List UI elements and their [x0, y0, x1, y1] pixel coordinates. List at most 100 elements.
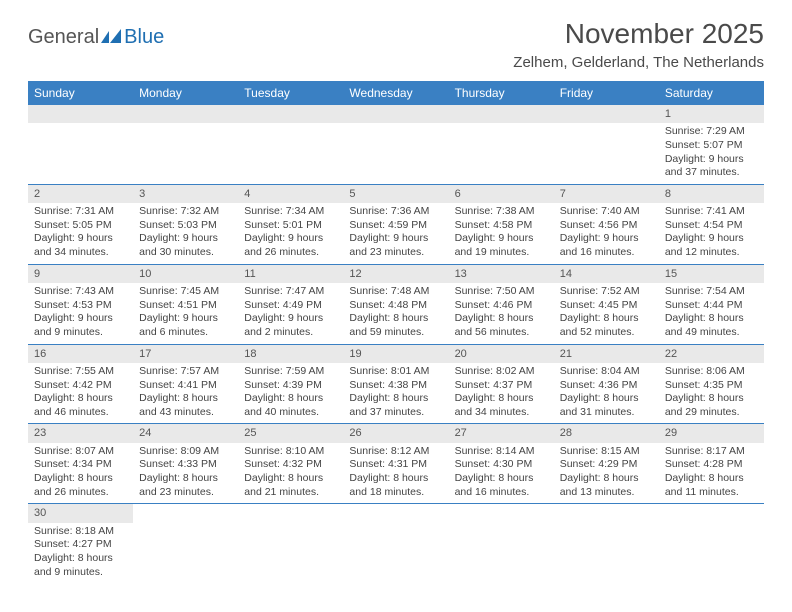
calendar-cell	[449, 105, 554, 184]
day-number: 16	[28, 345, 133, 363]
calendar-week-row: 30Sunrise: 8:18 AMSunset: 4:27 PMDayligh…	[28, 504, 764, 583]
calendar-cell: 12Sunrise: 7:48 AMSunset: 4:48 PMDayligh…	[343, 264, 448, 344]
day-number: 28	[554, 424, 659, 442]
logo-text-blue: Blue	[124, 26, 164, 49]
empty-daynum	[28, 105, 133, 123]
day-number: 24	[133, 424, 238, 442]
day-number: 15	[659, 265, 764, 283]
calendar-cell: 2Sunrise: 7:31 AMSunset: 5:05 PMDaylight…	[28, 184, 133, 264]
calendar-cell: 10Sunrise: 7:45 AMSunset: 4:51 PMDayligh…	[133, 264, 238, 344]
calendar-cell	[343, 504, 448, 583]
empty-daynum	[133, 105, 238, 123]
day-number: 30	[28, 504, 133, 522]
calendar-cell: 25Sunrise: 8:10 AMSunset: 4:32 PMDayligh…	[238, 424, 343, 504]
calendar-cell: 19Sunrise: 8:01 AMSunset: 4:38 PMDayligh…	[343, 344, 448, 424]
day-number: 19	[343, 345, 448, 363]
calendar-cell: 5Sunrise: 7:36 AMSunset: 4:59 PMDaylight…	[343, 184, 448, 264]
calendar-cell: 21Sunrise: 8:04 AMSunset: 4:36 PMDayligh…	[554, 344, 659, 424]
day-info: Sunrise: 7:34 AMSunset: 5:01 PMDaylight:…	[238, 203, 343, 264]
day-info: Sunrise: 7:55 AMSunset: 4:42 PMDaylight:…	[28, 363, 133, 424]
day-number: 5	[343, 185, 448, 203]
day-number: 2	[28, 185, 133, 203]
calendar-cell: 6Sunrise: 7:38 AMSunset: 4:58 PMDaylight…	[449, 184, 554, 264]
logo-text-general: General	[28, 26, 99, 49]
calendar-cell: 24Sunrise: 8:09 AMSunset: 4:33 PMDayligh…	[133, 424, 238, 504]
day-number: 9	[28, 265, 133, 283]
day-info: Sunrise: 8:14 AMSunset: 4:30 PMDaylight:…	[449, 443, 554, 504]
empty-daynum	[343, 105, 448, 123]
day-number: 25	[238, 424, 343, 442]
calendar-cell: 14Sunrise: 7:52 AMSunset: 4:45 PMDayligh…	[554, 264, 659, 344]
day-number: 8	[659, 185, 764, 203]
calendar-cell	[133, 105, 238, 184]
day-info: Sunrise: 7:36 AMSunset: 4:59 PMDaylight:…	[343, 203, 448, 264]
day-info: Sunrise: 8:02 AMSunset: 4:37 PMDaylight:…	[449, 363, 554, 424]
day-info: Sunrise: 7:40 AMSunset: 4:56 PMDaylight:…	[554, 203, 659, 264]
weekday-header: Friday	[554, 81, 659, 105]
calendar-cell: 29Sunrise: 8:17 AMSunset: 4:28 PMDayligh…	[659, 424, 764, 504]
calendar-week-row: 23Sunrise: 8:07 AMSunset: 4:34 PMDayligh…	[28, 424, 764, 504]
calendar-cell: 16Sunrise: 7:55 AMSunset: 4:42 PMDayligh…	[28, 344, 133, 424]
calendar-cell: 7Sunrise: 7:40 AMSunset: 4:56 PMDaylight…	[554, 184, 659, 264]
day-info: Sunrise: 8:10 AMSunset: 4:32 PMDaylight:…	[238, 443, 343, 504]
calendar-cell: 11Sunrise: 7:47 AMSunset: 4:49 PMDayligh…	[238, 264, 343, 344]
day-info: Sunrise: 8:17 AMSunset: 4:28 PMDaylight:…	[659, 443, 764, 504]
day-info: Sunrise: 7:47 AMSunset: 4:49 PMDaylight:…	[238, 283, 343, 344]
day-number: 26	[343, 424, 448, 442]
calendar-table: SundayMondayTuesdayWednesdayThursdayFrid…	[28, 81, 764, 583]
calendar-cell: 8Sunrise: 7:41 AMSunset: 4:54 PMDaylight…	[659, 184, 764, 264]
calendar-cell	[554, 105, 659, 184]
day-number: 13	[449, 265, 554, 283]
day-number: 6	[449, 185, 554, 203]
calendar-cell: 26Sunrise: 8:12 AMSunset: 4:31 PMDayligh…	[343, 424, 448, 504]
calendar-cell: 20Sunrise: 8:02 AMSunset: 4:37 PMDayligh…	[449, 344, 554, 424]
day-number: 29	[659, 424, 764, 442]
day-number: 17	[133, 345, 238, 363]
calendar-cell: 23Sunrise: 8:07 AMSunset: 4:34 PMDayligh…	[28, 424, 133, 504]
day-info: Sunrise: 7:50 AMSunset: 4:46 PMDaylight:…	[449, 283, 554, 344]
calendar-cell: 27Sunrise: 8:14 AMSunset: 4:30 PMDayligh…	[449, 424, 554, 504]
day-number: 3	[133, 185, 238, 203]
calendar-cell: 15Sunrise: 7:54 AMSunset: 4:44 PMDayligh…	[659, 264, 764, 344]
header: General Blue November 2025 Zelhem, Gelde…	[28, 18, 764, 71]
day-info: Sunrise: 7:38 AMSunset: 4:58 PMDaylight:…	[449, 203, 554, 264]
calendar-cell: 18Sunrise: 7:59 AMSunset: 4:39 PMDayligh…	[238, 344, 343, 424]
day-info: Sunrise: 8:01 AMSunset: 4:38 PMDaylight:…	[343, 363, 448, 424]
day-number: 4	[238, 185, 343, 203]
day-info: Sunrise: 7:41 AMSunset: 4:54 PMDaylight:…	[659, 203, 764, 264]
day-info: Sunrise: 8:09 AMSunset: 4:33 PMDaylight:…	[133, 443, 238, 504]
calendar-cell	[343, 105, 448, 184]
calendar-week-row: 2Sunrise: 7:31 AMSunset: 5:05 PMDaylight…	[28, 184, 764, 264]
day-number: 11	[238, 265, 343, 283]
calendar-cell: 9Sunrise: 7:43 AMSunset: 4:53 PMDaylight…	[28, 264, 133, 344]
day-info: Sunrise: 8:18 AMSunset: 4:27 PMDaylight:…	[28, 523, 133, 584]
calendar-cell: 3Sunrise: 7:32 AMSunset: 5:03 PMDaylight…	[133, 184, 238, 264]
calendar-cell: 4Sunrise: 7:34 AMSunset: 5:01 PMDaylight…	[238, 184, 343, 264]
day-number: 1	[659, 105, 764, 123]
day-number: 23	[28, 424, 133, 442]
calendar-body: 1Sunrise: 7:29 AMSunset: 5:07 PMDaylight…	[28, 105, 764, 583]
empty-daynum	[238, 105, 343, 123]
day-info: Sunrise: 7:52 AMSunset: 4:45 PMDaylight:…	[554, 283, 659, 344]
day-number: 10	[133, 265, 238, 283]
day-info: Sunrise: 7:57 AMSunset: 4:41 PMDaylight:…	[133, 363, 238, 424]
day-info: Sunrise: 7:43 AMSunset: 4:53 PMDaylight:…	[28, 283, 133, 344]
day-info: Sunrise: 7:54 AMSunset: 4:44 PMDaylight:…	[659, 283, 764, 344]
day-info: Sunrise: 8:06 AMSunset: 4:35 PMDaylight:…	[659, 363, 764, 424]
day-number: 20	[449, 345, 554, 363]
day-info: Sunrise: 7:32 AMSunset: 5:03 PMDaylight:…	[133, 203, 238, 264]
location: Zelhem, Gelderland, The Netherlands	[513, 54, 764, 71]
day-number: 14	[554, 265, 659, 283]
calendar-cell	[133, 504, 238, 583]
weekday-header: Tuesday	[238, 81, 343, 105]
day-number: 7	[554, 185, 659, 203]
day-info: Sunrise: 8:15 AMSunset: 4:29 PMDaylight:…	[554, 443, 659, 504]
day-number: 22	[659, 345, 764, 363]
day-number: 18	[238, 345, 343, 363]
calendar-week-row: 9Sunrise: 7:43 AMSunset: 4:53 PMDaylight…	[28, 264, 764, 344]
weekday-header: Thursday	[449, 81, 554, 105]
day-number: 21	[554, 345, 659, 363]
day-number: 12	[343, 265, 448, 283]
calendar-week-row: 1Sunrise: 7:29 AMSunset: 5:07 PMDaylight…	[28, 105, 764, 184]
calendar-cell: 17Sunrise: 7:57 AMSunset: 4:41 PMDayligh…	[133, 344, 238, 424]
